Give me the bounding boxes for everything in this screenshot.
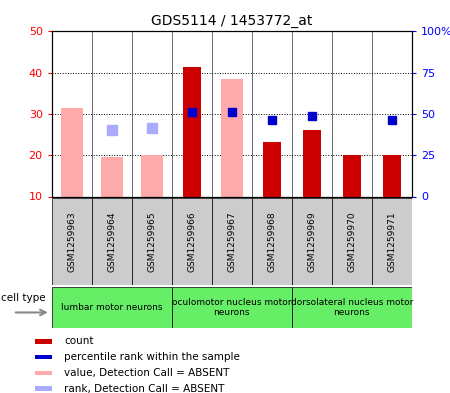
Bar [172, 198, 212, 285]
Bar [92, 198, 132, 285]
Bar [141, 155, 163, 196]
Bar [52, 287, 172, 328]
Bar [61, 108, 83, 196]
Bar [252, 198, 292, 285]
Bar [35, 371, 52, 375]
Bar [35, 386, 52, 391]
Bar [372, 198, 412, 285]
Bar [292, 198, 332, 285]
Text: GSM1259967: GSM1259967 [227, 211, 236, 272]
Text: GSM1259968: GSM1259968 [267, 211, 276, 272]
Text: count: count [64, 336, 94, 347]
Bar [35, 339, 52, 343]
Bar [212, 198, 252, 285]
Text: dorsolateral nucleus motor
neurons: dorsolateral nucleus motor neurons [291, 298, 413, 317]
Bar [303, 130, 321, 196]
Bar [221, 79, 243, 196]
Text: GSM1259969: GSM1259969 [307, 211, 316, 272]
Title: GDS5114 / 1453772_at: GDS5114 / 1453772_at [151, 14, 312, 28]
Bar [183, 66, 201, 196]
Bar [292, 287, 412, 328]
Text: value, Detection Call = ABSENT: value, Detection Call = ABSENT [64, 368, 230, 378]
Bar [332, 198, 372, 285]
Bar [172, 287, 292, 328]
Text: GSM1259966: GSM1259966 [187, 211, 196, 272]
Bar [343, 155, 361, 196]
Text: GSM1259964: GSM1259964 [107, 211, 116, 272]
Bar [101, 157, 123, 196]
Text: lumbar motor neurons: lumbar motor neurons [61, 303, 162, 312]
Text: GSM1259965: GSM1259965 [147, 211, 156, 272]
Text: rank, Detection Call = ABSENT: rank, Detection Call = ABSENT [64, 384, 224, 393]
Text: GSM1259970: GSM1259970 [347, 211, 356, 272]
Bar [132, 198, 172, 285]
Text: cell type: cell type [1, 294, 45, 303]
Bar [52, 198, 92, 285]
Bar [383, 155, 401, 196]
Bar [263, 141, 281, 196]
Text: percentile rank within the sample: percentile rank within the sample [64, 352, 240, 362]
Text: oculomotor nucleus motor
neurons: oculomotor nucleus motor neurons [172, 298, 292, 317]
Text: GSM1259963: GSM1259963 [67, 211, 76, 272]
Bar [35, 355, 52, 359]
Text: GSM1259971: GSM1259971 [387, 211, 396, 272]
